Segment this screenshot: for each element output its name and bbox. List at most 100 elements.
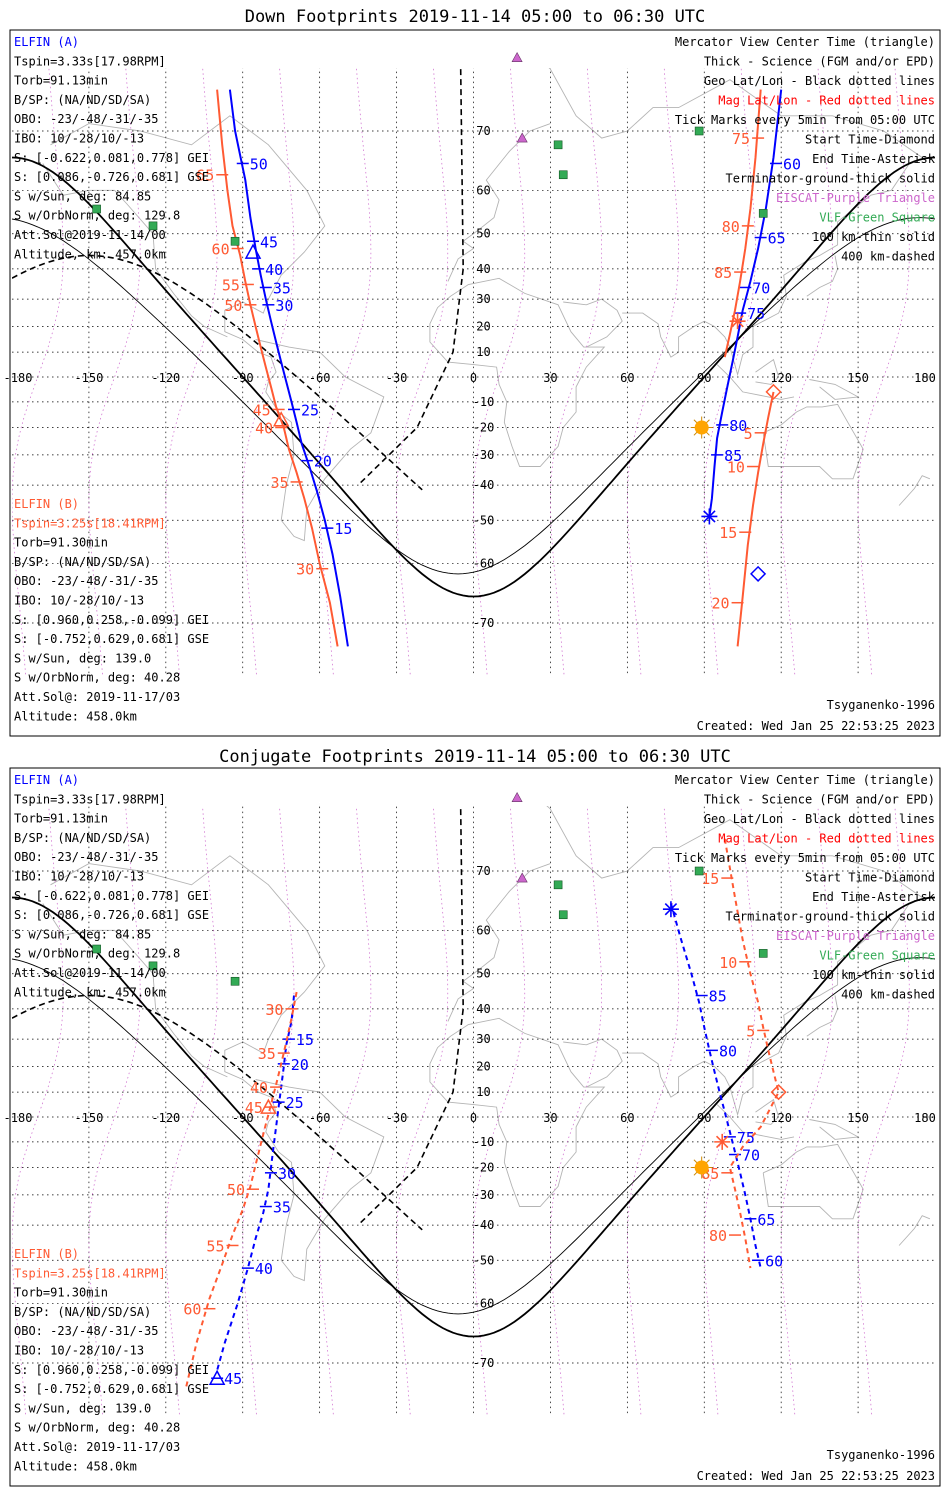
lon-label: -90 xyxy=(232,1111,254,1125)
info-a-line: Altitude, km: 457.0km xyxy=(14,247,166,261)
lat-label: -20 xyxy=(473,421,495,435)
mag-meridian xyxy=(12,68,64,675)
trace-b-east: 75 80 85 xyxy=(714,89,765,358)
time-tick-label: 45 xyxy=(245,1099,263,1117)
mag-meridians xyxy=(12,68,910,675)
lon-label: -150 xyxy=(74,1111,103,1125)
mag-meridian xyxy=(626,68,679,675)
time-tick-label: 20 xyxy=(291,1056,309,1074)
info-a-line: S: [0.086,-0.726,0.681] GSE xyxy=(14,908,209,922)
info-b-line: IBO: 10/-28/10/-13 xyxy=(14,594,144,608)
time-tick-label: 75 xyxy=(732,130,750,148)
legend-entry: Terminator-ground-thick solid xyxy=(725,172,935,186)
time-tick-label: 15 xyxy=(334,520,352,538)
lat-label: -50 xyxy=(473,513,495,527)
info-b-line: ELFIN (B) xyxy=(14,1247,79,1261)
vlf-square-icon xyxy=(553,140,563,150)
info-elfin-a: ELFIN (A) Tspin=3.33s[17.98RPM] Torb=91.13… xyxy=(14,773,209,999)
info-a-line: Tspin=3.33s[17.98RPM] xyxy=(14,792,166,806)
start-diamond-icon xyxy=(750,565,767,582)
mag-meridian xyxy=(473,68,526,675)
legend-entry: Start Time-Diamond xyxy=(805,871,935,885)
legend-entry: Thick - Science (FGM and/or EPD) xyxy=(704,55,935,69)
terminator-100km xyxy=(12,217,935,575)
info-a-line: B/SP: (NA/ND/SD/SA) xyxy=(14,93,151,107)
lon-label: 180 xyxy=(914,371,936,385)
time-tick-label: 15 xyxy=(701,870,719,888)
vlf-square-icon xyxy=(694,866,704,876)
legend-entry: VLF-Green Square xyxy=(819,211,935,225)
legend-entry: VLF-Green Square xyxy=(819,949,935,963)
info-a-line: ELFIN (A) xyxy=(14,773,79,787)
lon-label: 30 xyxy=(543,371,557,385)
mag-meridian xyxy=(626,806,679,1415)
panel-title: Conjugate Footprints 2019-11-14 05:00 to… xyxy=(219,747,731,767)
time-tick-label: 65 xyxy=(768,230,786,248)
trace-line-b-west xyxy=(216,89,339,647)
start-diamond-icon xyxy=(765,383,782,400)
info-b-line: S: [0.960,0.258,-0.099] GEI xyxy=(14,613,209,627)
lat-label: 70 xyxy=(476,864,490,878)
legend-entry: Mercator View Center Time (triangle) xyxy=(675,773,935,787)
lat-label: -10 xyxy=(473,1135,495,1149)
legend-entry: EISCAT-Purple Triangle xyxy=(776,929,935,943)
coastline-12 xyxy=(898,1215,931,1246)
lon-label: -60 xyxy=(309,1111,331,1125)
time-tick-label: 30 xyxy=(265,1001,283,1019)
coastline-0 xyxy=(50,855,385,1282)
info-b-line: S: [-0.752,0.629,0.681] GSE xyxy=(14,632,209,646)
time-tick-label: 35 xyxy=(258,1045,276,1063)
coastline-0 xyxy=(50,115,385,542)
time-tick-label: 5 xyxy=(744,425,753,443)
info-a-line: S w/Sun, deg: 84.85 xyxy=(14,927,151,941)
time-tick-label: 40 xyxy=(255,1260,273,1278)
trace-line-b-east xyxy=(723,838,780,1269)
time-tick-label: 45 xyxy=(260,233,278,251)
info-b-line: ELFIN (B) xyxy=(14,497,79,511)
coastline-7 xyxy=(762,1143,864,1220)
time-tick-label: 85 xyxy=(714,264,732,282)
coastline-5 xyxy=(563,1038,623,1088)
sun-icon xyxy=(690,416,713,439)
time-tick-label: 65 xyxy=(757,1211,775,1229)
legend-entry: EISCAT-Purple Triangle xyxy=(776,191,935,205)
vlf-square-icon xyxy=(148,961,158,971)
info-a-line: B/SP: (NA/ND/SD/SA) xyxy=(14,831,151,845)
coastline-8 xyxy=(716,1104,795,1140)
vlf-square-icon xyxy=(92,204,101,214)
geo-grid xyxy=(12,68,935,675)
mag-meridian xyxy=(319,68,372,675)
legend-entry: Thick - Science (FGM and/or EPD) xyxy=(704,793,935,807)
info-elfin-b: ELFIN (B) Tspin=3.25s[18.41RPM] Torb=91.30… xyxy=(14,1247,209,1473)
info-a-line: IBO: 10/-28/10/-13 xyxy=(14,132,144,146)
lat-label: -40 xyxy=(473,478,495,492)
lat-label: -60 xyxy=(473,557,495,571)
lat-label: 30 xyxy=(476,1032,490,1046)
info-a-line: S: [0.086,-0.726,0.681] GSE xyxy=(14,170,209,184)
time-tick-label: 60 xyxy=(765,1252,783,1270)
legend-entry: Tick Marks every 5min from 05:00 UTC xyxy=(675,113,935,127)
lon-label: -30 xyxy=(386,371,408,385)
coastline-6 xyxy=(622,903,910,1117)
mag-meridian xyxy=(550,806,603,1415)
info-a-line: Tspin=3.33s[17.98RPM] xyxy=(14,54,166,68)
time-tick-label: 45 xyxy=(224,1370,242,1388)
trace-line-a-west xyxy=(216,995,295,1371)
legend: Mercator View Center Time (triangle) Thic… xyxy=(675,35,936,264)
lat-label: -30 xyxy=(473,448,495,462)
time-tick-label: 25 xyxy=(301,401,319,419)
time-tick-label: 35 xyxy=(271,474,289,492)
time-tick-label: 20 xyxy=(314,453,332,471)
time-tick-label: 50 xyxy=(227,1181,245,1199)
legend-entry: Geo Lat/Lon - Black dotted lines xyxy=(704,812,935,826)
lat-label: -60 xyxy=(473,1297,495,1311)
time-tick-label: 5 xyxy=(746,1022,755,1040)
eiscat-triangle-icon xyxy=(511,52,523,62)
trace-a-east: 60 65 70 75 80 85 xyxy=(708,89,801,517)
trace-b-east2: 5 10 15 20 xyxy=(712,391,775,647)
mag-meridian xyxy=(857,68,910,675)
info-a-line: S: [-0.622,0.081,0.778] GEI xyxy=(14,151,209,165)
eiscat-triangle-icon xyxy=(516,132,528,143)
coastline-3 xyxy=(447,863,551,1022)
panel-title: Down Footprints 2019-11-14 05:00 to 06:3… xyxy=(245,7,706,27)
